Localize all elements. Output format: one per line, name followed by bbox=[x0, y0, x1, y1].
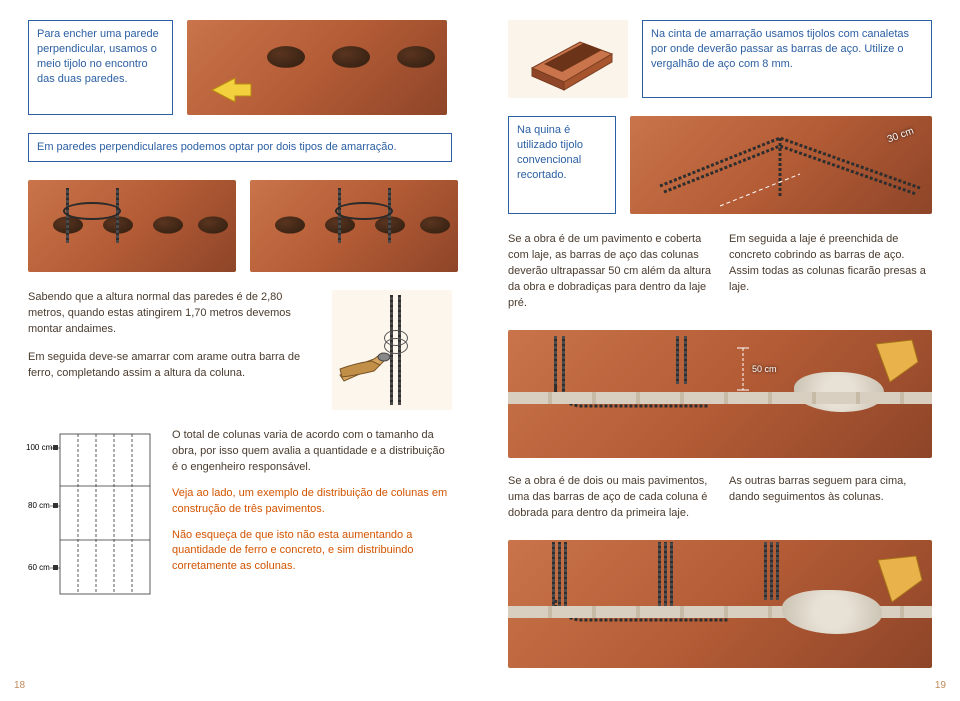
page-number-right: 19 bbox=[935, 680, 946, 691]
row-1-left: Para encher uma parede perpendicular, us… bbox=[28, 20, 452, 115]
box-channel-tie: Na cinta de amarração usamos tijolos com… bbox=[642, 20, 932, 98]
row-3-right: Se a obra é de um pavimento e coberta co… bbox=[508, 232, 932, 312]
box-corner-brick: Na quina é utilizado tijolo convencional… bbox=[508, 116, 616, 214]
half-brick-arrow-icon bbox=[207, 70, 257, 106]
para-concrete-fill: Em seguida a laje é preenchida de concre… bbox=[729, 232, 932, 312]
col-para2: Veja ao lado, um exemplo de distribuição… bbox=[172, 486, 452, 518]
col-para3: Não esqueça de que isto não esta aumenta… bbox=[172, 528, 452, 576]
illus-tie-type-b bbox=[250, 180, 458, 272]
box-perpendicular-wall: Para encher uma parede perpendicular, us… bbox=[28, 20, 173, 115]
illus-pliers-rebar bbox=[332, 290, 452, 410]
pliers-icon bbox=[338, 345, 396, 385]
scaffold-diagram: 100 cm 80 cm 60 cm bbox=[28, 428, 158, 593]
illus-channel-brick bbox=[508, 20, 628, 98]
para-scaffold: Sabendo que a altura normal das paredes … bbox=[28, 290, 318, 338]
para-multi-floor: Se a obra é de dois ou mais pavimentos, … bbox=[508, 474, 711, 522]
row-4-left: Sabendo que a altura normal das paredes … bbox=[28, 290, 452, 410]
dim-100cm: 100 cm bbox=[26, 443, 52, 452]
page-number-left: 18 bbox=[14, 680, 25, 691]
row-3-left bbox=[28, 180, 452, 272]
col-para1: O total de colunas varia de acordo com o… bbox=[172, 428, 452, 476]
illus-brick-half bbox=[187, 20, 447, 115]
para-bars-continue: As outras barras seguem para cima, dando… bbox=[729, 474, 932, 522]
col-distribution-text: O total de colunas varia de acordo com o… bbox=[172, 428, 452, 576]
dim-80cm: 80 cm bbox=[28, 501, 50, 510]
para-single-floor: Se a obra é de um pavimento e coberta co… bbox=[508, 232, 711, 312]
label-50cm: 50 cm bbox=[752, 364, 777, 374]
row-5-right: Se a obra é de dois ou mais pavimentos, … bbox=[508, 474, 932, 522]
dim-60cm: 60 cm bbox=[28, 563, 50, 572]
page-right: Na cinta de amarração usamos tijolos com… bbox=[480, 0, 960, 701]
row-2-left: Em paredes perpendiculares podemos optar… bbox=[28, 133, 452, 162]
row-2-right: Na quina é utilizado tijolo convencional… bbox=[508, 116, 932, 214]
col-scaffold-text: Sabendo que a altura normal das paredes … bbox=[28, 290, 318, 382]
page-left: Para encher uma parede perpendicular, us… bbox=[0, 0, 480, 701]
box-two-tie-types: Em paredes perpendiculares podemos optar… bbox=[28, 133, 452, 162]
illus-corner-rebar: 30 cm bbox=[630, 116, 932, 214]
illus-tie-type-a bbox=[28, 180, 236, 272]
illus-slab-pour: 50 cm bbox=[508, 330, 932, 458]
para-wire-tie: Em seguida deve-se amarrar com arame out… bbox=[28, 350, 318, 382]
row-1-right: Na cinta de amarração usamos tijolos com… bbox=[508, 20, 932, 98]
row-5-left: 100 cm 80 cm 60 cm O total de colunas va… bbox=[28, 428, 452, 593]
illus-multi-floor-pour bbox=[508, 540, 932, 668]
